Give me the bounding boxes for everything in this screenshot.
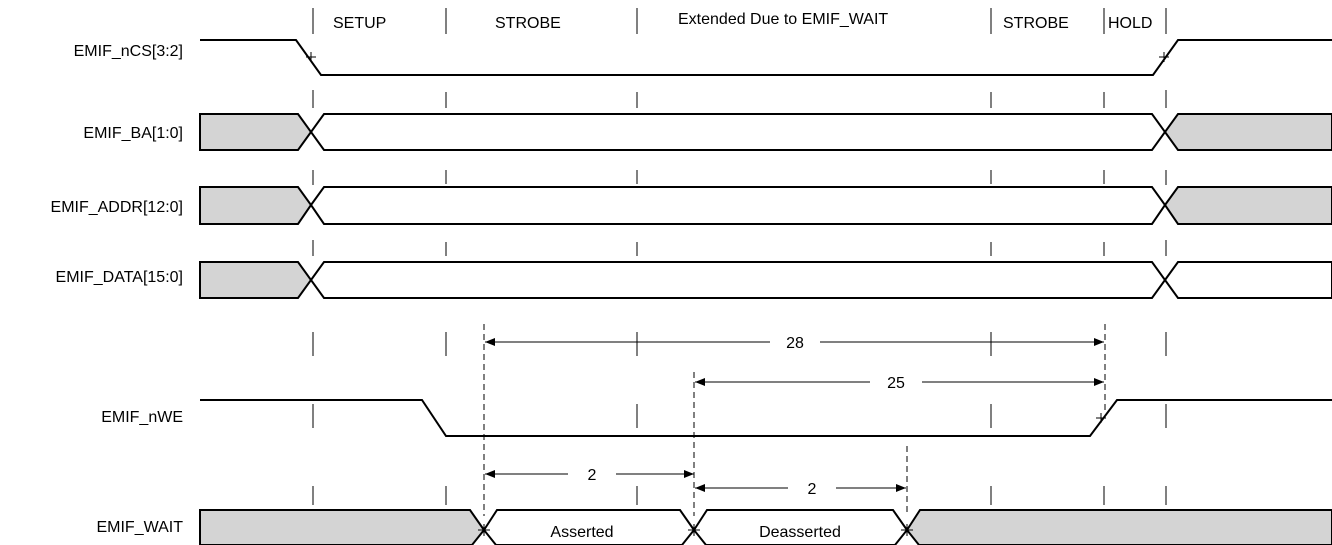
row-ticks-4: [312, 332, 1167, 428]
dimension-label-2a: 2: [588, 467, 597, 484]
signal-label-ncs: EMIF_nCS[3:2]: [74, 43, 183, 60]
row-ticks-1: [312, 90, 1167, 108]
wait-state-deasserted: Deasserted: [759, 524, 841, 541]
wait-state-asserted: Asserted: [550, 524, 613, 541]
waveform-data: [199, 261, 1332, 299]
phase-label-strobe: STROBE: [495, 15, 561, 32]
signal-label-ba: EMIF_BA[1:0]: [83, 125, 183, 142]
row-ticks-2: [312, 170, 1167, 185]
dimension-2-deasserted: 2: [695, 481, 906, 498]
dimension-label-28: 28: [786, 335, 804, 352]
phase-label-extended: Extended Due to EMIF_WAIT: [678, 11, 888, 28]
row-ticks-3: [312, 240, 1167, 256]
signal-label-nwe: EMIF_nWE: [101, 409, 183, 426]
waveform-wait: Asserted Deasserted: [199, 509, 1332, 545]
dimension-25: 25: [695, 375, 1104, 392]
phase-dividers: [312, 8, 1167, 34]
dimension-label-2b: 2: [808, 481, 817, 498]
dimension-label-25: 25: [887, 375, 905, 392]
signal-label-addr: EMIF_ADDR[12:0]: [51, 199, 183, 216]
phase-label-strobe-2: STROBE: [1003, 15, 1069, 32]
waveform-addr: [199, 186, 1332, 225]
phase-label-setup: SETUP: [333, 15, 386, 32]
waveform-ncs: [200, 39, 1332, 76]
row-ticks-5: [312, 486, 1167, 505]
dimension-28: 28: [485, 335, 1104, 352]
waveform-ba: [199, 113, 1332, 151]
phase-label-hold: HOLD: [1108, 15, 1152, 32]
signal-label-wait: EMIF_WAIT: [96, 519, 183, 536]
dimension-2-asserted: 2: [485, 467, 694, 484]
waveform-nwe: [200, 399, 1332, 437]
timing-reference-lines: [483, 324, 1106, 516]
signal-label-data: EMIF_DATA[15:0]: [56, 269, 183, 286]
